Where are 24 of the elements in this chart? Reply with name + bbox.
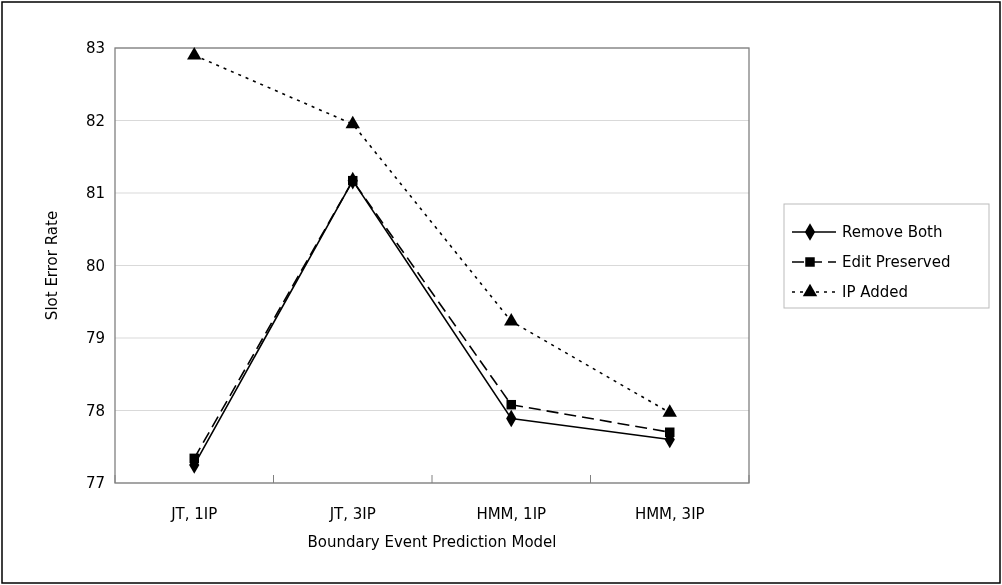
y-tick-label: 81 [85,184,105,203]
point [665,427,675,437]
point [506,399,516,410]
point [187,46,202,60]
y-axis-title: Slot Error Rate [43,210,61,321]
point [662,404,677,417]
y-tick-label: 80 [85,256,105,275]
x-tick-label: JT, 1IP [170,505,218,523]
legend-label: Edit Preserved [842,253,951,272]
point [189,453,199,464]
y-tick-label: 83 [85,39,105,58]
legend-label: Remove Both [842,223,943,242]
point [345,115,360,129]
legend-label: IP Added [842,283,909,302]
x-tick-label: JT, 3IP [328,505,376,523]
x-tick-label: HMM, 1IP [476,505,547,523]
y-tick-label: 78 [85,401,105,420]
y-tick-label: 82 [85,111,105,130]
x-axis-title: Boundary Event Prediction Model [307,533,557,551]
y-tick-label: 79 [85,329,105,348]
x-tick-label: HMM, 3IP [634,505,705,523]
point [348,175,358,186]
y-tick-label: 77 [85,474,105,493]
point [504,313,519,326]
